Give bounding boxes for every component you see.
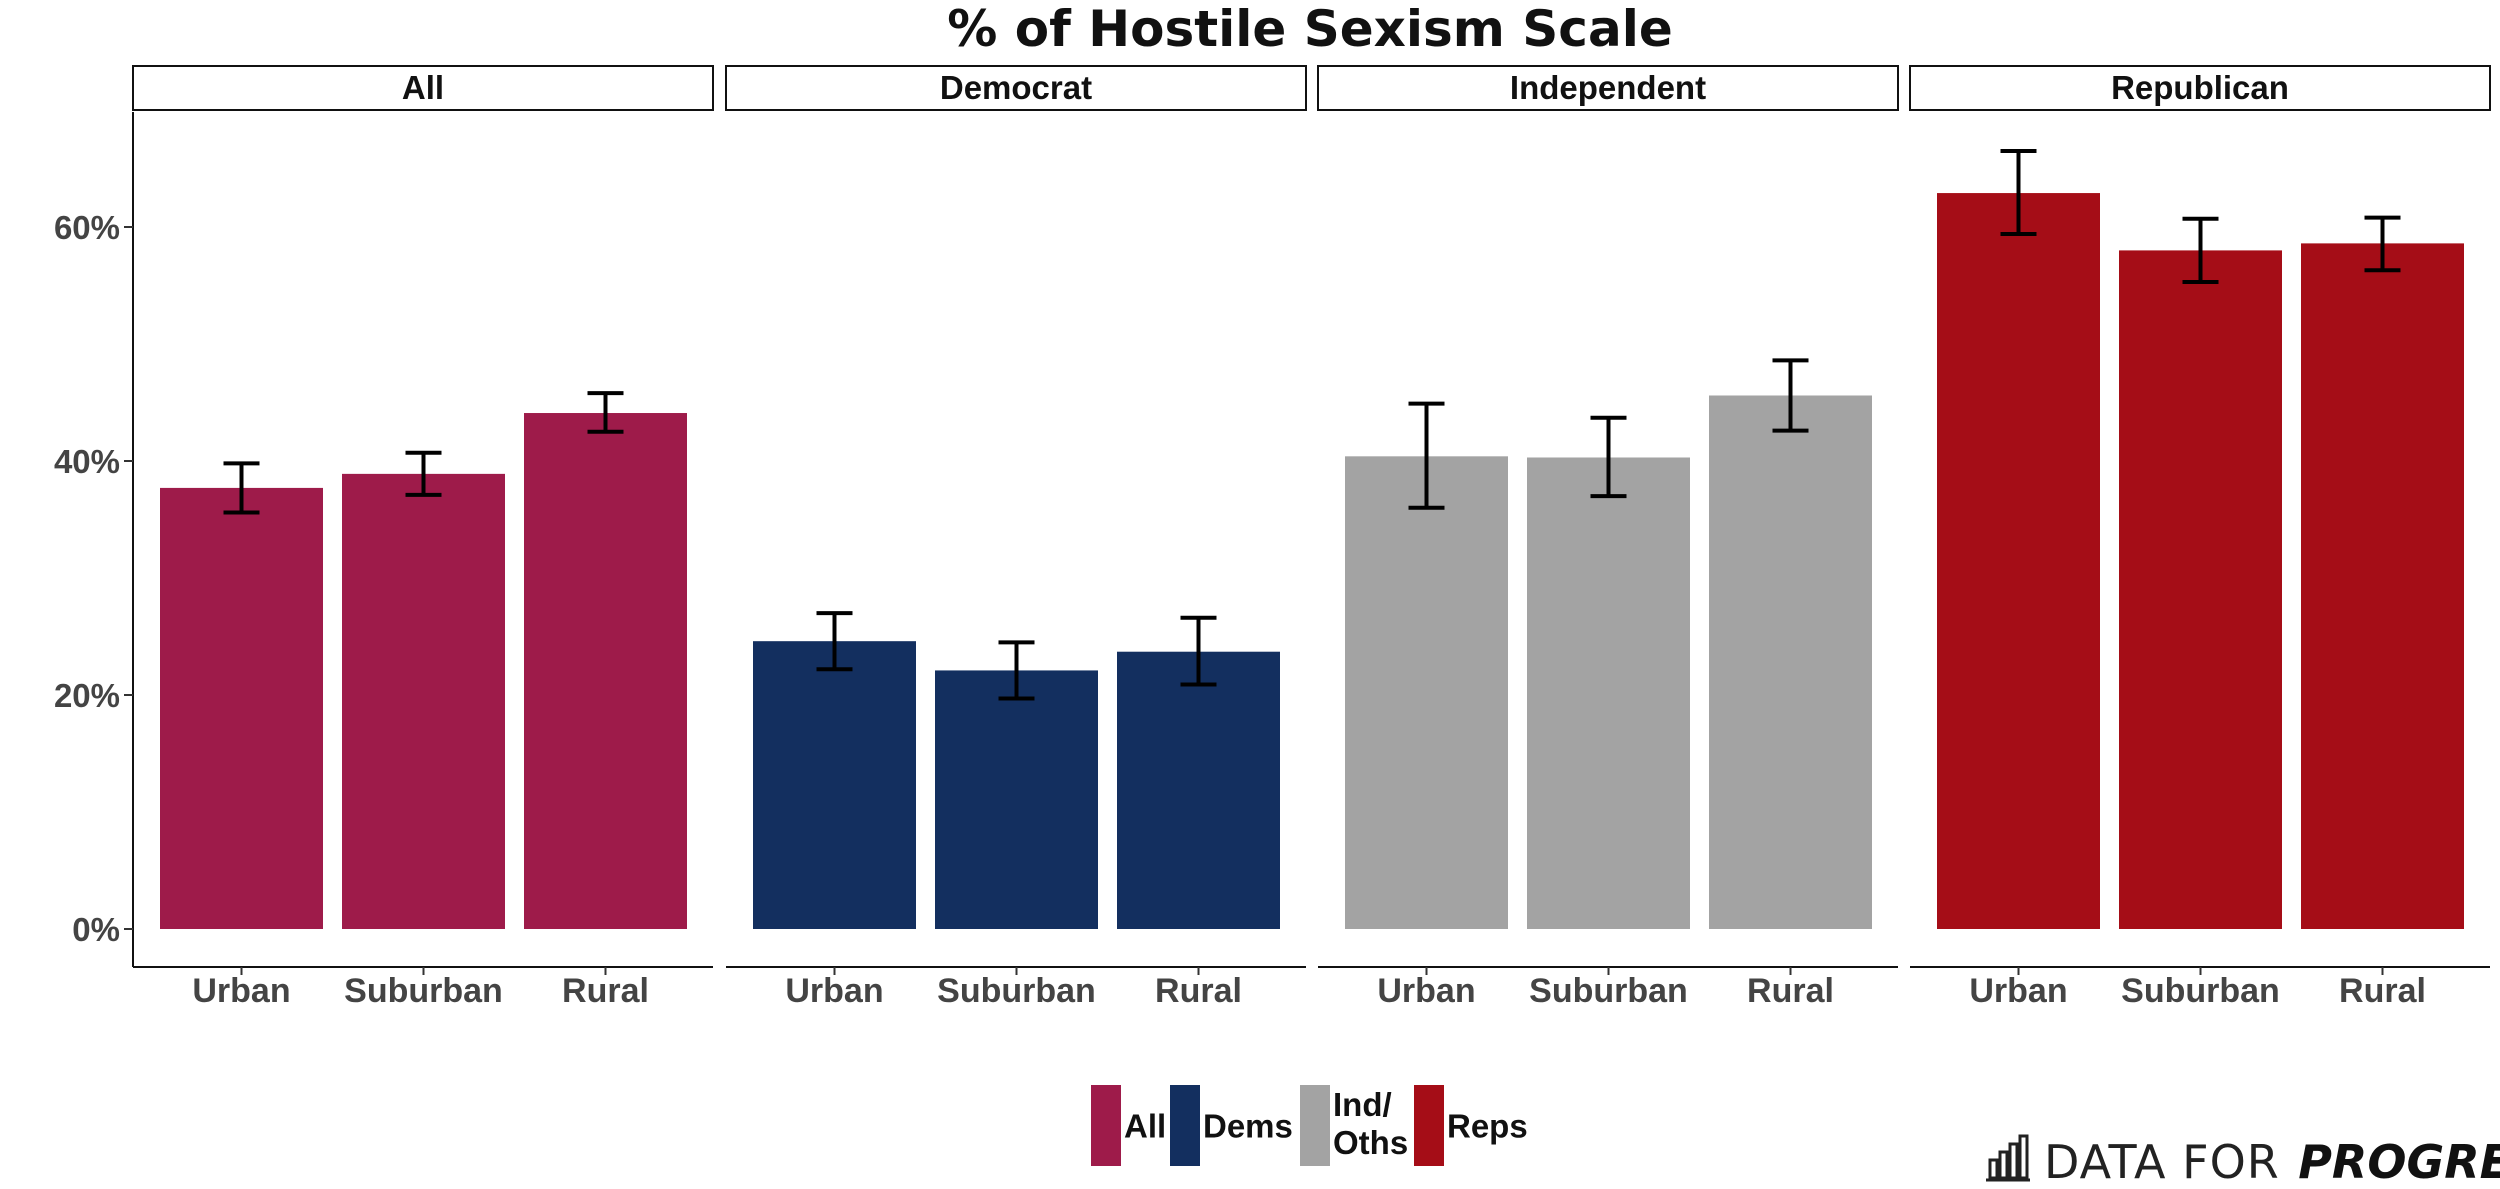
y-tick-label: 20% — [54, 677, 120, 714]
bar-all-urban — [160, 487, 323, 929]
legend-swatch — [1300, 1085, 1330, 1166]
legend-label: Dems — [1203, 1108, 1293, 1145]
legend-label: Ind/Oths — [1333, 1086, 1408, 1161]
x-tick-label: Suburban — [937, 972, 1096, 1010]
legend-label: All — [1124, 1108, 1166, 1145]
strip-democrat — [725, 65, 1307, 111]
x-tick-label: Rural — [1747, 972, 1834, 1010]
y-axis: 0% 20% 40% 60% — [54, 112, 134, 967]
legend-item-republican: Reps — [1414, 1085, 1528, 1166]
legend: All Dems Ind/Oths Reps — [1091, 1085, 1528, 1166]
strip-label: All — [402, 69, 444, 106]
logo-text-bold: PROGRESS — [2298, 1135, 2500, 1189]
bar-republican-suburban — [2119, 250, 2282, 929]
x-tick-label: Suburban — [1529, 972, 1688, 1010]
error-bar — [587, 391, 624, 434]
error-bar — [2000, 148, 2037, 237]
bar-chart-logo-icon — [1986, 1134, 2030, 1182]
bar-independent-rural — [1709, 395, 1872, 930]
x-tick-label: Urban — [1969, 972, 2067, 1010]
x-tick-label: Suburban — [2121, 972, 2280, 1010]
bar-all-suburban — [342, 473, 505, 929]
legend-label: Reps — [1447, 1108, 1528, 1145]
strip-independent — [1317, 65, 1899, 111]
error-bar — [1408, 401, 1445, 510]
legend-item-independent: Ind/Oths — [1300, 1085, 1408, 1166]
strip-label: Republican — [2111, 69, 2289, 106]
error-bar — [1772, 358, 1809, 433]
bar-democrat-urban — [753, 641, 916, 929]
strip-all — [132, 65, 714, 111]
error-bar — [1590, 415, 1627, 499]
legend-swatch — [1414, 1085, 1444, 1166]
bar-democrat-rural — [1117, 651, 1280, 929]
error-bar — [405, 450, 442, 497]
data-for-progress-logo: DATA FOR PROGRESS — [1986, 1134, 2500, 1189]
error-bar — [1180, 615, 1217, 687]
x-tick-label: Rural — [1155, 972, 1242, 1010]
strip-label: Democrat — [940, 69, 1092, 106]
bar-republican-urban — [1937, 193, 2100, 929]
panel-all: All Urban Suburban Rural — [132, 65, 714, 1010]
panel-democrat: Democrat Urban Suburban Rural — [725, 65, 1307, 1010]
legend-item-democrat: Dems — [1170, 1085, 1293, 1166]
bar-independent-urban — [1345, 456, 1508, 929]
legend-label-line: Oths — [1333, 1124, 1408, 1161]
panel-independent: Independent Urban Suburban Rural — [1317, 65, 1899, 1010]
legend-swatch — [1170, 1085, 1200, 1166]
chart-title: % of Hostile Sexism Scale — [947, 0, 1673, 58]
y-tick-label: 40% — [54, 443, 120, 480]
y-tick-label: 60% — [54, 209, 120, 246]
error-bar — [2364, 215, 2401, 273]
error-bar — [2182, 216, 2219, 284]
strip-label: Independent — [1510, 69, 1706, 106]
error-bar — [816, 611, 853, 672]
legend-item-all: All — [1091, 1085, 1166, 1166]
x-tick-label: Urban — [1377, 972, 1475, 1010]
x-tick-label: Urban — [785, 972, 883, 1010]
logo-text: DATA FOR PROGRESS — [2044, 1135, 2500, 1189]
x-tick-label: Rural — [562, 972, 649, 1010]
bar-democrat-suburban — [935, 670, 1098, 929]
x-tick-label: Suburban — [344, 972, 503, 1010]
panel-republican: Republican Urban Suburban Rural — [1909, 65, 2491, 1010]
error-bar — [998, 640, 1035, 701]
error-bar — [223, 461, 260, 515]
x-tick-label: Urban — [192, 972, 290, 1010]
legend-swatch — [1091, 1085, 1121, 1166]
y-tick-label: 0% — [72, 911, 120, 948]
bar-republican-rural — [2301, 243, 2464, 929]
legend-label-line: Ind/ — [1333, 1086, 1392, 1123]
bar-independent-suburban — [1527, 457, 1690, 929]
strip-republican — [1909, 65, 2491, 111]
x-tick-label: Rural — [2339, 972, 2426, 1010]
bar-all-rural — [524, 413, 687, 929]
logo-text-light: DATA FOR — [2044, 1135, 2280, 1189]
